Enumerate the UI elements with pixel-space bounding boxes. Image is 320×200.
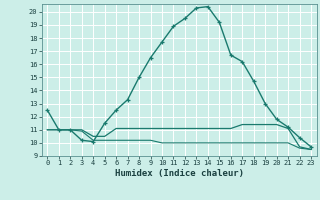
X-axis label: Humidex (Indice chaleur): Humidex (Indice chaleur) [115,169,244,178]
